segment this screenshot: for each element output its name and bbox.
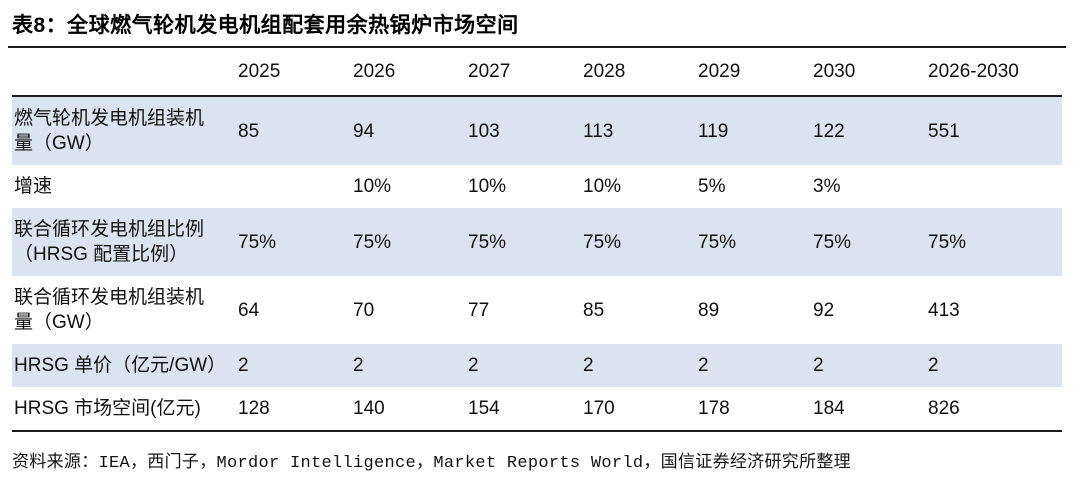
value-cell: 2 <box>928 355 939 376</box>
row-label: HRSG 市场空间(亿元) <box>12 387 238 432</box>
value-cell <box>238 165 353 208</box>
header-corner-cell <box>12 48 238 97</box>
value-cell: 122 <box>813 120 845 142</box>
value-cell: 89 <box>698 299 720 321</box>
table-row: 联合循环发电机组装机量（GW） 64 70 77 85 89 92 413 <box>12 276 1062 344</box>
value-cell: 75% <box>928 231 967 253</box>
table-body: 燃气轮机发电机组装机量（GW） 85 94 103 113 119 122 551 增速 10% 1… <box>12 96 1062 432</box>
value-cell: 170 <box>583 387 698 432</box>
value-cell: 826 <box>928 387 1062 432</box>
table-row: 联合循环发电机组比例（HRSG 配置比例） 75% 75% 75% 75% 75% 75% 7… <box>12 208 1062 276</box>
row-label: 增速 <box>14 176 53 197</box>
title-divider <box>8 46 1066 48</box>
value-cell: 2 <box>468 355 479 376</box>
value-cell: 75% <box>353 231 392 253</box>
year-column-header: 2026-2030 <box>928 48 1062 97</box>
value-cell: 178 <box>698 387 813 432</box>
year-column-header: 2030 <box>813 48 928 97</box>
value-cell: 184 <box>813 387 928 432</box>
value-cell: 2 <box>583 355 594 376</box>
table-row: 燃气轮机发电机组装机量（GW） 85 94 103 113 119 122 551 <box>12 96 1062 165</box>
value-cell: 70 <box>353 299 375 321</box>
year-column-header: 2027 <box>468 48 583 97</box>
value-cell: 94 <box>353 120 375 142</box>
value-cell: 2 <box>238 355 249 376</box>
source-attribution: 资料来源：IEA，西门子，Mordor Intelligence，Market … <box>12 454 851 473</box>
value-cell: 75% <box>468 231 507 253</box>
header-row: 2025 2026 2027 2028 2029 2030 2026-2030 <box>12 48 1062 97</box>
value-cell: 119 <box>698 120 729 142</box>
value-cell: 75% <box>698 231 737 253</box>
row-label: 燃气轮机发电机组装机量（GW） <box>14 108 205 154</box>
value-cell: 413 <box>928 299 960 321</box>
value-cell: 5% <box>698 176 726 197</box>
value-cell: 113 <box>583 120 614 142</box>
value-cell: 10% <box>583 176 622 197</box>
market-space-table: 2025 2026 2027 2028 2029 2030 2026-2030 燃气轮机发电… <box>12 48 1062 432</box>
row-label: HRSG 单价（亿元/GW） <box>14 355 227 376</box>
value-cell: 85 <box>583 299 605 321</box>
value-cell: 10% <box>353 176 392 197</box>
value-cell: 92 <box>813 299 835 321</box>
year-column-header: 2026 <box>353 48 468 97</box>
value-cell: 3% <box>813 176 841 197</box>
year-column-header: 2025 <box>238 48 353 97</box>
value-cell: 75% <box>813 231 852 253</box>
year-column-header: 2028 <box>583 48 698 97</box>
year-column-header: 2029 <box>698 48 813 97</box>
value-cell: 2 <box>813 355 824 376</box>
table-row: HRSG 市场空间(亿元) 128 140 154 170 178 184 826 <box>12 387 1062 432</box>
row-label: 联合循环发电机组比例（HRSG 配置比例） <box>14 219 205 265</box>
row-label: 联合循环发电机组装机量（GW） <box>14 287 205 333</box>
value-cell <box>928 165 1062 208</box>
value-cell: 103 <box>468 120 500 142</box>
value-cell: 140 <box>353 387 468 432</box>
value-cell: 75% <box>238 231 277 253</box>
value-cell: 10% <box>468 176 507 197</box>
value-cell: 75% <box>583 231 622 253</box>
table-row: HRSG 单价（亿元/GW） 2 2 2 2 2 2 2 <box>12 344 1062 387</box>
table-row: 增速 10% 10% 10% 5% 3% <box>12 165 1062 208</box>
value-cell: 551 <box>928 120 960 142</box>
value-cell: 2 <box>353 355 364 376</box>
value-cell: 2 <box>698 355 709 376</box>
value-cell: 64 <box>238 299 260 321</box>
table-title: 表8：全球燃气轮机发电机组配套用余热锅炉市场空间 <box>12 14 519 37</box>
value-cell: 85 <box>238 120 260 142</box>
value-cell: 77 <box>468 299 490 321</box>
value-cell: 128 <box>238 387 353 432</box>
value-cell: 154 <box>468 387 583 432</box>
